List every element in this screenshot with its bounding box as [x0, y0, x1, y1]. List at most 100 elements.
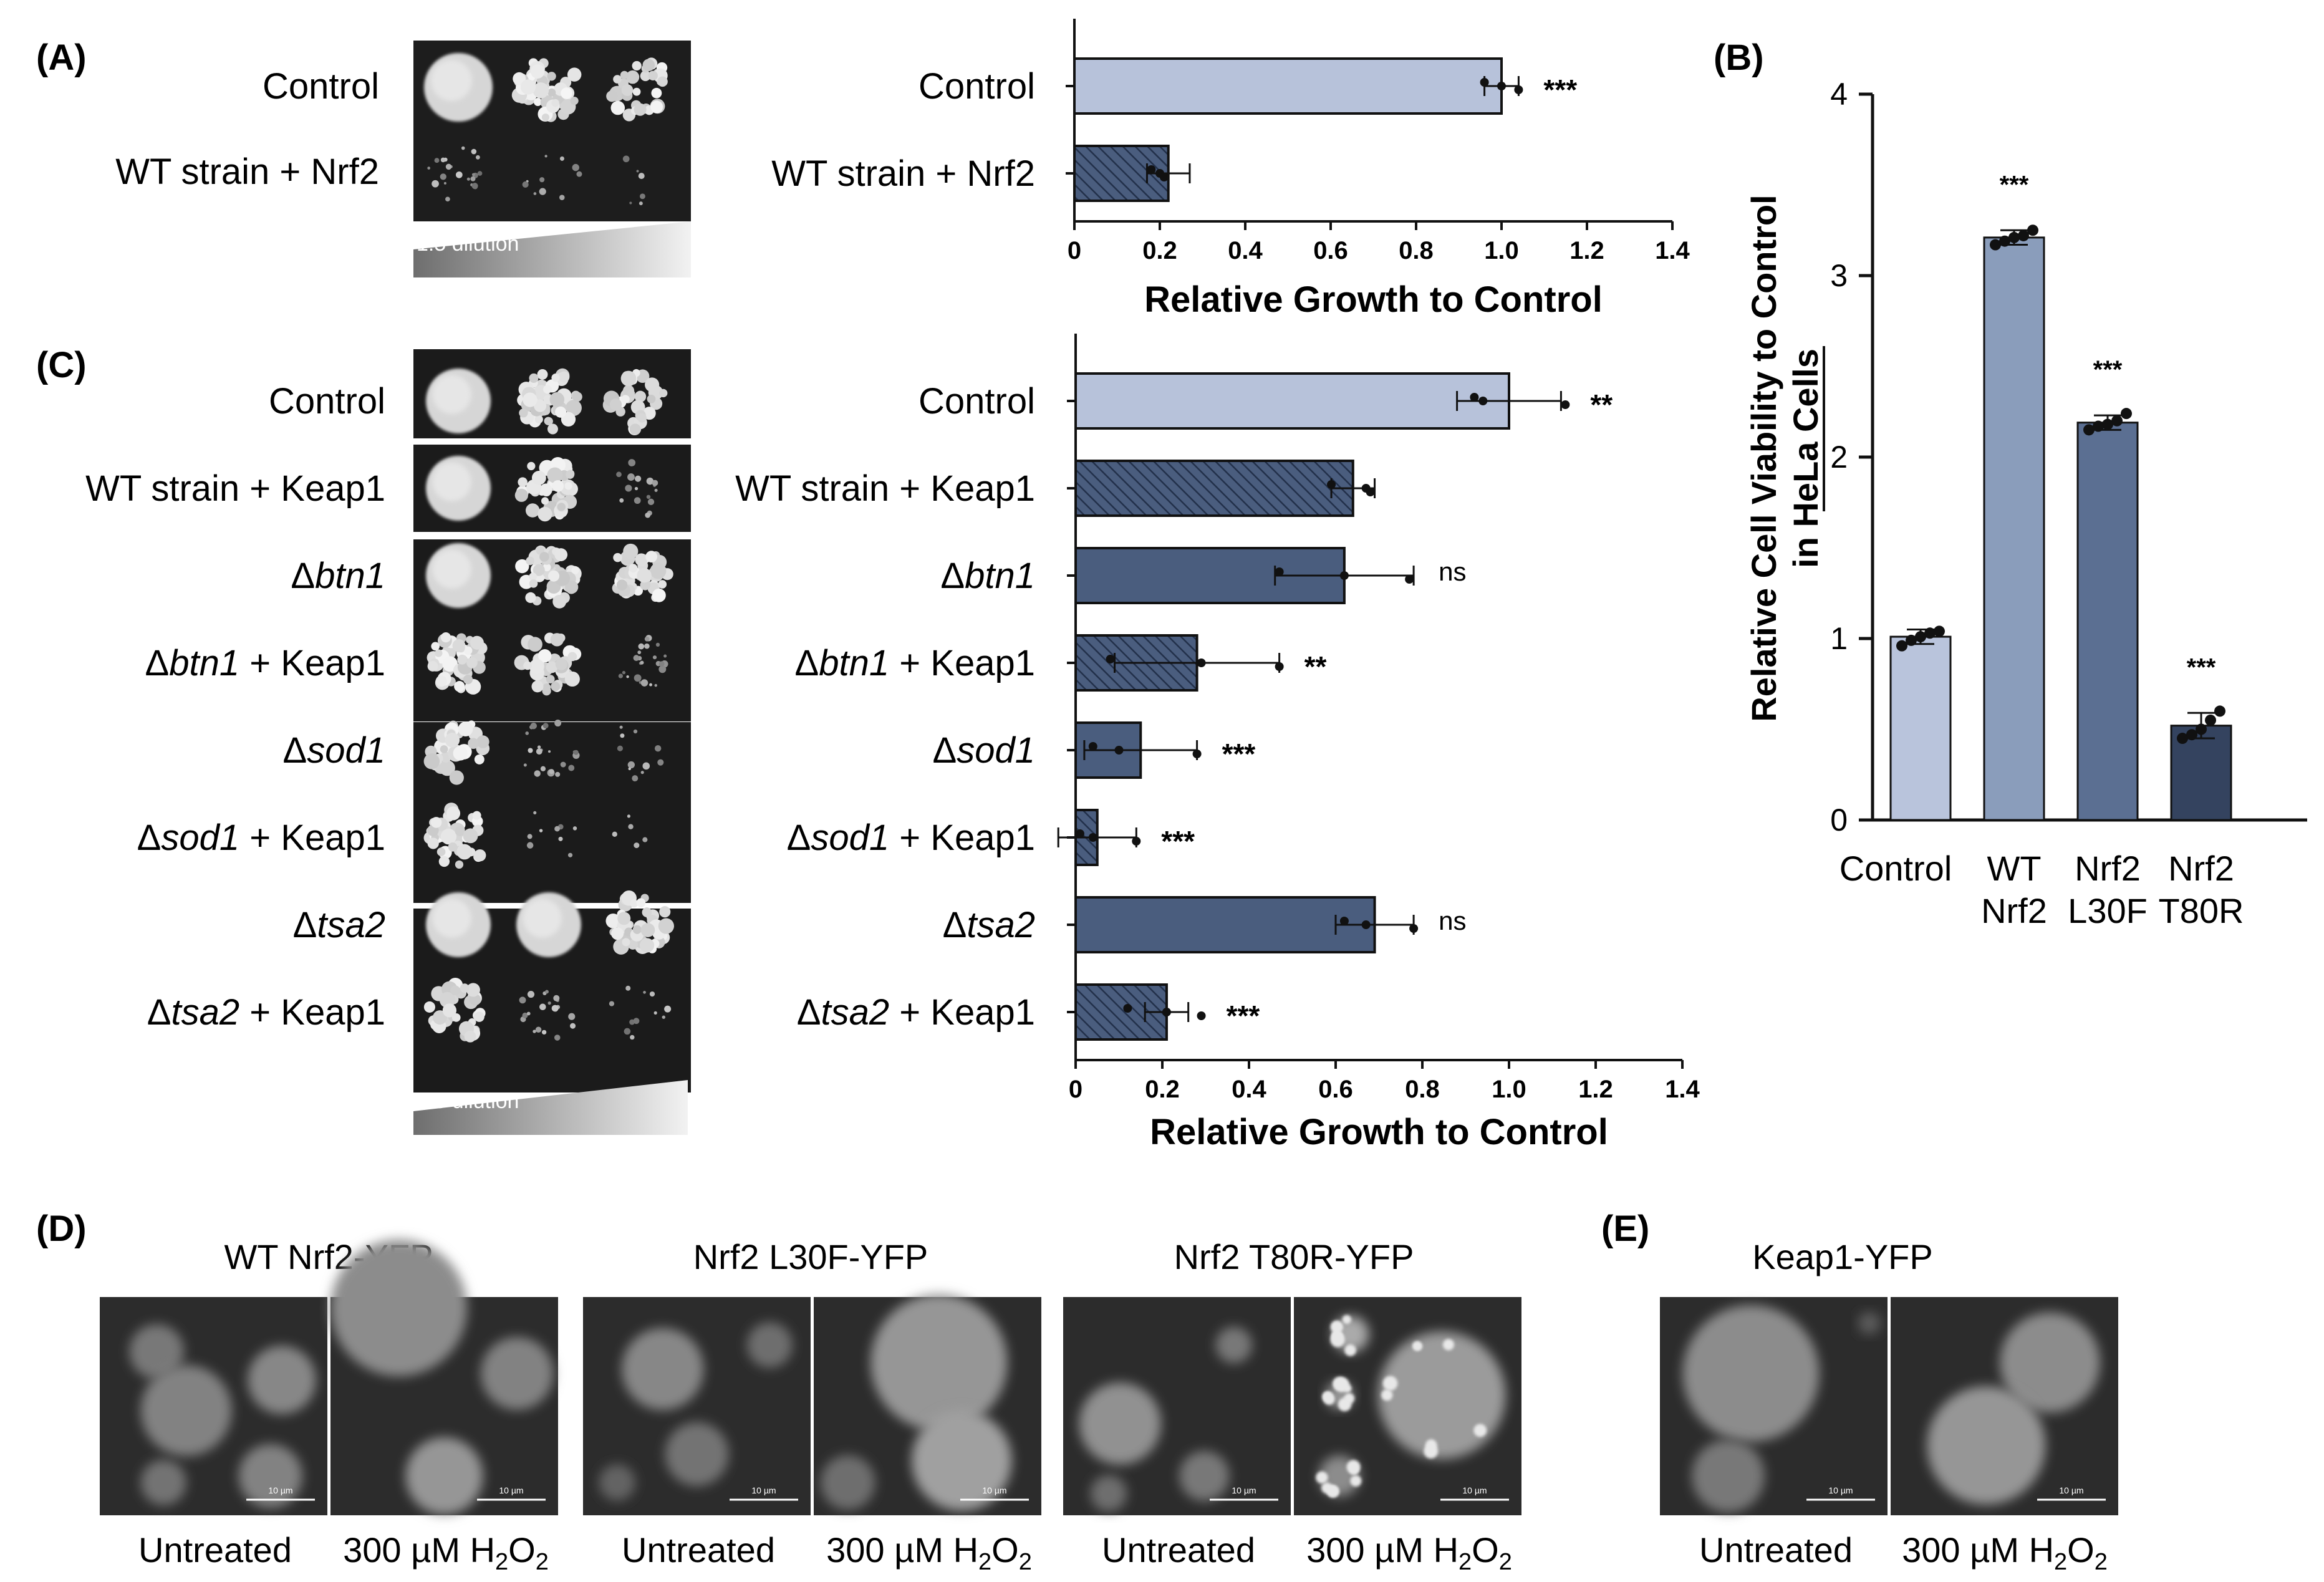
colony — [468, 738, 479, 749]
colony — [634, 486, 639, 491]
x-tick-label: 0 — [1069, 1076, 1082, 1103]
spot — [516, 892, 581, 957]
colony — [634, 103, 647, 116]
colony — [448, 842, 458, 852]
colony — [471, 183, 478, 190]
colony — [649, 683, 653, 687]
colony — [627, 939, 639, 950]
colony — [650, 562, 667, 579]
colony — [632, 925, 642, 934]
colony — [440, 157, 446, 163]
data-point — [2121, 408, 2132, 420]
colony — [629, 423, 641, 435]
colony — [547, 72, 556, 81]
colony — [649, 991, 655, 997]
colony — [634, 497, 641, 504]
data-point — [1924, 627, 1936, 639]
colony — [464, 1030, 476, 1043]
colony — [570, 97, 579, 105]
puncta — [1334, 1377, 1350, 1392]
colony — [625, 985, 631, 991]
data-point — [1197, 658, 1206, 667]
puncta — [1344, 1392, 1355, 1404]
data-point — [1132, 837, 1141, 846]
colony — [642, 907, 652, 917]
colony — [445, 732, 460, 748]
colony — [617, 745, 624, 751]
colony — [527, 461, 536, 471]
colony — [632, 775, 639, 782]
x-tick-label: 0.6 — [1318, 1076, 1353, 1103]
x-tick-label: 0.8 — [1405, 1076, 1440, 1103]
x-tick-label: 1.2 — [1578, 1076, 1613, 1103]
data-point — [1906, 634, 1917, 646]
spot — [426, 369, 491, 433]
colony — [648, 70, 658, 80]
colony — [564, 482, 572, 490]
colony — [525, 592, 536, 604]
colony — [558, 836, 563, 841]
scale-bar-label: 10 µm — [499, 1485, 523, 1495]
spot — [423, 978, 486, 1043]
colony — [539, 1003, 546, 1011]
colony — [632, 60, 642, 71]
colony-lawn-highlight — [523, 899, 562, 938]
colony — [547, 88, 556, 97]
category-label: Control — [919, 381, 1035, 422]
x-tick-label: 1.0 — [1492, 1076, 1526, 1103]
colony — [635, 553, 648, 566]
data-point — [1088, 833, 1097, 842]
y-tick-label: 0 — [1830, 803, 1848, 837]
spot — [426, 456, 491, 521]
dilution-label-c: 1:5 dilution — [417, 1089, 519, 1113]
caption-text: O — [991, 1530, 1019, 1570]
colony — [636, 170, 639, 173]
colony — [628, 824, 634, 829]
x-tick-label: 0.4 — [1232, 1076, 1266, 1103]
data-point — [1405, 575, 1414, 584]
cell — [1378, 1331, 1506, 1459]
spot-label-control-a: Control — [263, 66, 379, 107]
label-gene: sod1 — [957, 730, 1035, 771]
spot — [427, 146, 483, 202]
category-label: Δsod1 + Keap1 — [787, 818, 1035, 858]
colony — [637, 413, 647, 423]
spot-label-c: Δtsa2 + Keap1 — [147, 992, 385, 1033]
colony — [522, 181, 529, 188]
bar — [2076, 422, 2139, 821]
colony — [647, 498, 655, 506]
colony — [440, 828, 457, 845]
colony — [560, 761, 566, 768]
colony — [470, 176, 476, 181]
cell — [2000, 1312, 2100, 1413]
caption-subscript: 2 — [536, 1549, 549, 1575]
colony — [423, 753, 440, 769]
label-gene: btn1 — [965, 556, 1035, 596]
colony — [529, 579, 538, 588]
colony — [549, 392, 565, 407]
label-delta: Δ — [795, 643, 819, 683]
category-label: WT — [1987, 849, 2041, 888]
colony — [537, 745, 541, 749]
colony — [628, 767, 632, 771]
colony — [621, 395, 630, 403]
colony — [519, 996, 526, 1004]
colony — [537, 369, 548, 380]
colony — [640, 923, 655, 937]
caption-subscript: 2 — [495, 1549, 508, 1575]
bar — [1074, 896, 1376, 953]
colony — [652, 480, 658, 486]
colony — [566, 400, 582, 417]
colony — [645, 551, 658, 563]
micrograph-title: Nrf2 L30F-YFP — [693, 1237, 928, 1276]
colony — [606, 90, 618, 102]
label-suffix: + Keap1 — [239, 992, 385, 1033]
spot — [426, 543, 491, 608]
data-point — [1915, 631, 1926, 643]
spot — [605, 890, 674, 955]
label-suffix: + Keap1 — [239, 818, 385, 858]
data-point — [1339, 571, 1349, 580]
colony — [435, 675, 447, 687]
